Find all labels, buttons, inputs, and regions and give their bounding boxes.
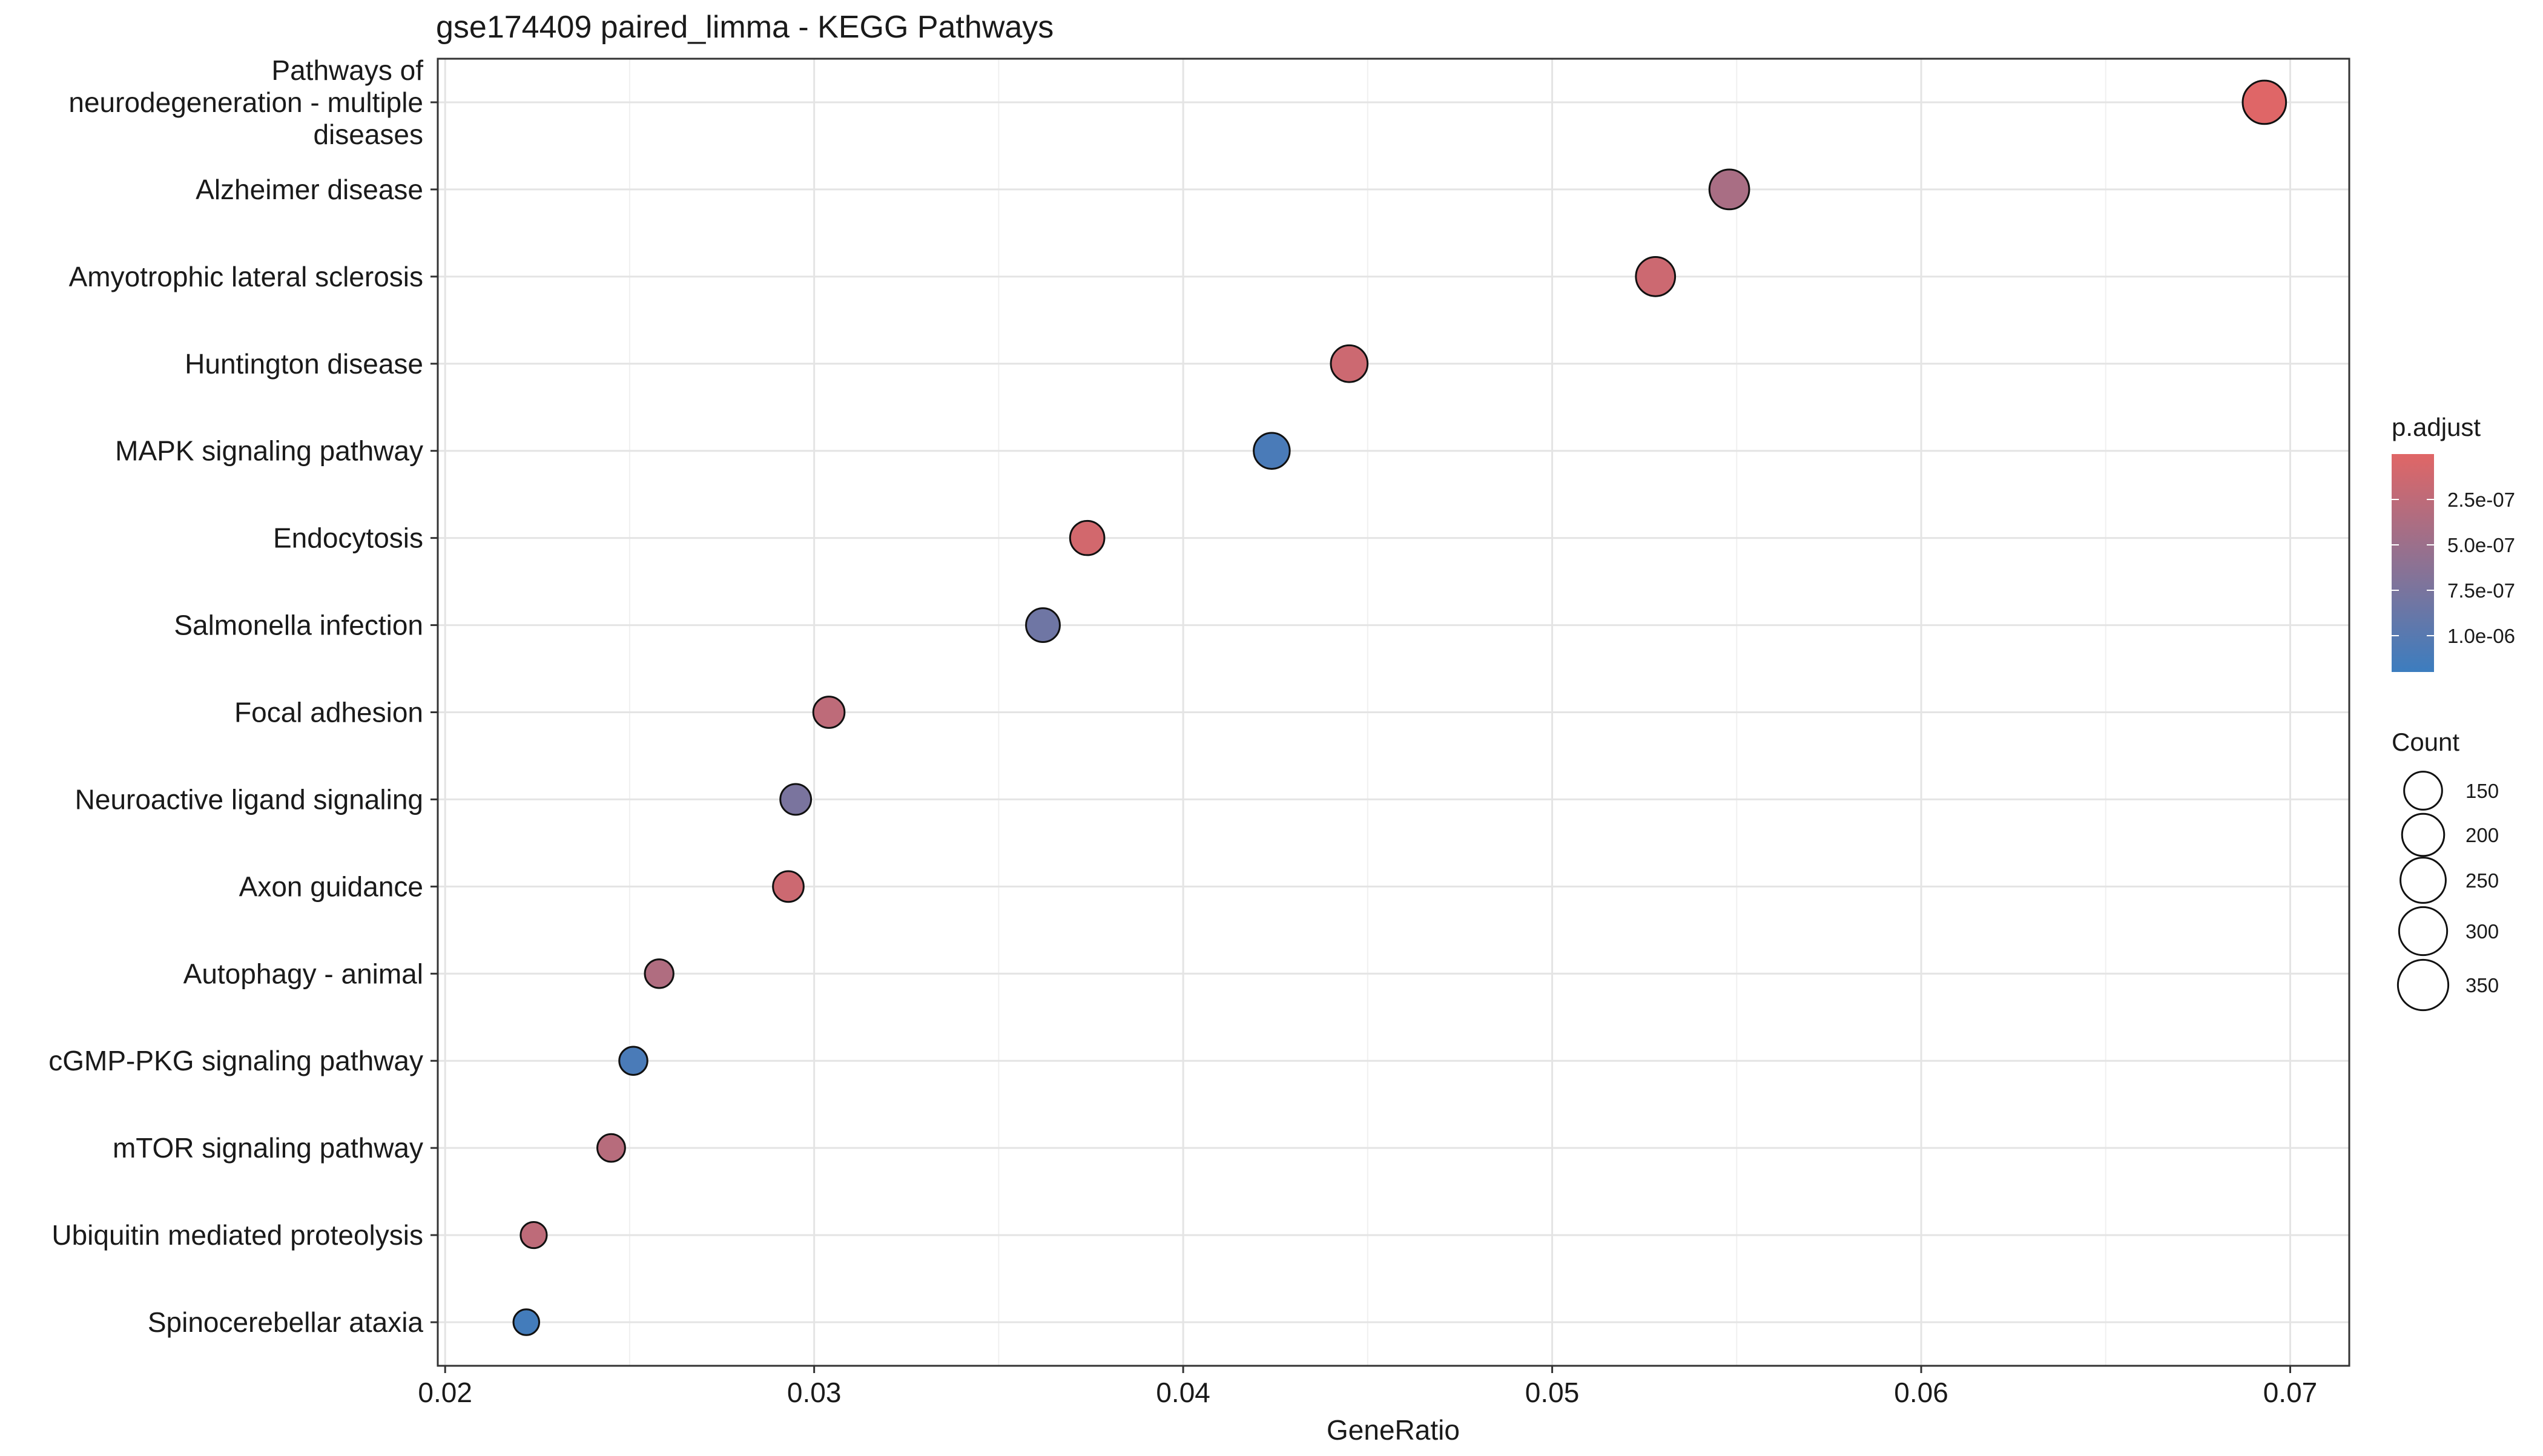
x-tick-label: 0.02 <box>418 1377 472 1408</box>
y-tick-label: Pathways of neurodegeneration - multiple d… <box>68 54 423 150</box>
data-point <box>772 870 805 903</box>
size-legend-label: 150 <box>2465 780 2499 802</box>
y-tick-label-line: Focal adhesion <box>234 697 423 728</box>
y-axis: Pathways of neurodegeneration - multiple d… <box>48 54 438 1338</box>
data-point <box>2241 79 2287 125</box>
size-legend-circle <box>2400 857 2447 904</box>
y-tick-label-line: Salmonella infection <box>174 610 423 641</box>
y-tick-label: Autophagy - animal <box>183 958 423 989</box>
y-tick-label: MAPK signaling pathway <box>115 435 423 467</box>
data-point <box>1253 432 1291 470</box>
data-point <box>596 1133 626 1163</box>
y-tick-label: Spinocerebellar ataxia <box>148 1306 424 1338</box>
color-legend-title: p.adjust <box>2392 413 2481 441</box>
data-points <box>512 79 2287 1336</box>
data-point <box>1708 168 1750 211</box>
y-tick-label-line: Amyotrophic lateral sclerosis <box>69 261 423 292</box>
y-tick-label: Axon guidance <box>239 871 423 902</box>
data-point <box>512 1308 541 1336</box>
color-legend: p.adjust 2.5e-07 5.0e-07 7.5e-07 1.0e-06 <box>2392 413 2515 672</box>
y-tick-label-line: MAPK signaling pathway <box>115 435 423 467</box>
y-tick-label-line: Axon guidance <box>239 871 423 902</box>
y-tick-label-line: Spinocerebellar ataxia <box>148 1306 424 1338</box>
x-tick-label: 0.07 <box>2263 1377 2318 1408</box>
x-tick-label: 0.05 <box>1525 1377 1580 1408</box>
y-tick-label-line: Neuroactive ligand signaling <box>75 783 423 815</box>
y-tick-label: Amyotrophic lateral sclerosis <box>69 261 423 292</box>
y-tick-label: Neuroactive ligand signaling <box>75 783 423 815</box>
y-tick-label-line: Endocytosis <box>273 522 423 554</box>
x-axis: 0.02 0.03 0.04 0.05 0.06 0.07 <box>418 1366 2317 1408</box>
x-axis-title: GeneRatio <box>1327 1414 1460 1446</box>
size-legend-circle <box>2398 906 2449 957</box>
data-point <box>644 958 675 989</box>
y-tick-label: cGMP-PKG signaling pathway <box>48 1045 423 1076</box>
y-tick-label-line: Alzheimer disease <box>196 174 423 205</box>
x-tick-label: 0.03 <box>787 1377 842 1408</box>
color-legend-tick-label: 2.5e-07 <box>2447 489 2515 511</box>
y-tick-label-line: Autophagy - animal <box>183 958 423 989</box>
y-tick-label: mTOR signaling pathway <box>113 1132 423 1164</box>
size-legend-circle <box>2401 812 2446 857</box>
size-legend: Count 150 200 250 300 350 <box>2392 728 2499 1012</box>
y-tick-label-line: diseases <box>313 119 423 150</box>
data-point <box>812 696 846 729</box>
y-tick-label-line: Huntington disease <box>185 348 423 380</box>
data-point <box>1330 344 1369 383</box>
color-legend-tick-label: 7.5e-07 <box>2447 579 2515 602</box>
size-legend-label: 350 <box>2465 974 2499 996</box>
y-tick-label: Huntington disease <box>185 348 423 380</box>
y-tick-label-line: Ubiquitin mediated proteolysis <box>51 1219 423 1251</box>
chart-title: gse174409 paired_limma - KEGG Pathways <box>436 10 1054 45</box>
y-tick-label-line: cGMP-PKG signaling pathway <box>48 1045 423 1076</box>
y-tick-label-line: neurodegeneration - multiple <box>68 87 423 118</box>
y-tick-label: Salmonella infection <box>174 610 423 641</box>
x-tick-label: 0.06 <box>1894 1377 1948 1408</box>
size-legend-circle <box>2396 958 2450 1012</box>
y-tick-label: Alzheimer disease <box>196 174 423 205</box>
data-point <box>1025 607 1061 643</box>
size-legend-title: Count <box>2392 728 2459 756</box>
color-legend-bar <box>2392 454 2434 672</box>
y-tick-label: Endocytosis <box>273 522 423 554</box>
y-tick-label: Focal adhesion <box>234 697 423 728</box>
data-point <box>1069 519 1106 556</box>
y-tick-label-line: Pathways of <box>271 54 423 86</box>
color-legend-tick-label: 5.0e-07 <box>2447 534 2515 556</box>
data-point <box>779 783 813 816</box>
size-legend-label: 200 <box>2465 824 2499 846</box>
data-point <box>1635 255 1677 297</box>
size-legend-label: 300 <box>2465 920 2499 943</box>
y-tick-label: Ubiquitin mediated proteolysis <box>51 1219 423 1251</box>
color-legend-tick-label: 1.0e-06 <box>2447 625 2515 647</box>
color-legend-ticks: 2.5e-07 5.0e-07 7.5e-07 1.0e-06 <box>2392 489 2515 647</box>
x-tick-label: 0.04 <box>1156 1377 1210 1408</box>
data-point <box>618 1046 648 1076</box>
size-legend-circle <box>2403 771 2443 811</box>
y-tick-label-line: mTOR signaling pathway <box>113 1132 423 1164</box>
size-legend-items: 150 200 250 300 350 <box>2396 771 2499 1012</box>
size-legend-label: 250 <box>2465 869 2499 892</box>
data-point <box>519 1221 548 1250</box>
